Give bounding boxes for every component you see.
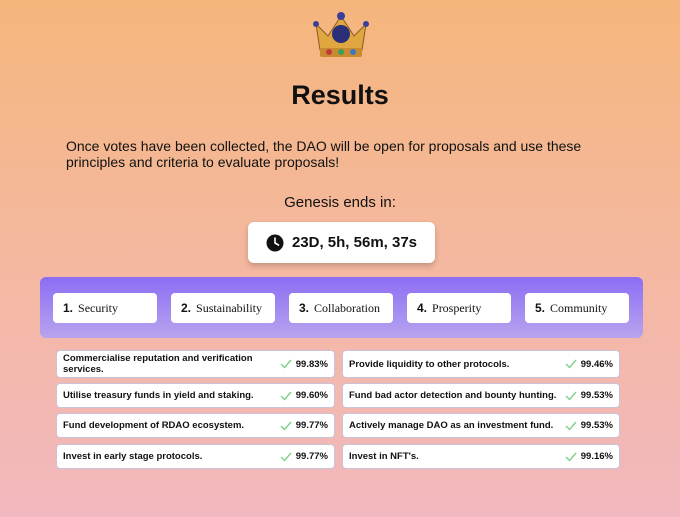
result-text: Actively manage DAO as an investment fun… <box>349 420 554 431</box>
result-text: Commercialise reputation and verificatio… <box>63 353 253 375</box>
principle-name: Security <box>78 300 119 315</box>
result-score: 99.16% <box>565 451 613 462</box>
principle-number: 1. <box>63 301 74 315</box>
result-score: 99.77% <box>280 451 328 462</box>
check-icon <box>280 391 292 401</box>
principle-number: 4. <box>417 301 428 315</box>
principle-number: 2. <box>181 301 192 315</box>
result-row: Actively manage DAO as an investment fun… <box>342 413 620 438</box>
countdown-label: Genesis ends in: <box>284 194 396 211</box>
check-icon <box>565 421 577 431</box>
result-text: Fund development of RDAO ecosystem. <box>63 420 245 431</box>
result-percent: 99.83% <box>295 358 328 370</box>
check-icon <box>280 359 292 369</box>
principle-number: 5. <box>535 301 546 315</box>
result-percent: 99.60% <box>295 390 328 401</box>
principle-name: Collaboration <box>314 300 381 315</box>
result-score: 99.46% <box>565 359 613 370</box>
countdown-box: 23D, 5h, 56m, 37s <box>248 222 435 263</box>
result-percent: 99.16% <box>580 451 613 462</box>
check-icon <box>280 452 292 462</box>
result-percent: 99.77% <box>295 420 328 431</box>
check-icon <box>565 391 577 401</box>
result-row: Fund development of RDAO ecosystem. 99.77… <box>56 413 335 438</box>
principle-name: Prosperity <box>432 300 482 315</box>
result-score: 99.83% <box>280 359 328 370</box>
check-icon <box>565 452 577 462</box>
result-row: Fund bad actor detection and bounty hunt… <box>342 383 620 408</box>
clock-icon <box>266 234 284 251</box>
principle-pill: 2. Sustainability <box>171 293 275 323</box>
principle-pill: 4. Prosperity <box>407 293 511 323</box>
result-percent: 99.53% <box>580 390 613 401</box>
result-score: 99.53% <box>565 390 613 401</box>
principle-name: Community <box>550 300 608 315</box>
result-text: Invest in NFT's. <box>349 451 419 462</box>
check-icon <box>280 421 292 431</box>
result-row: Invest in NFT's. 99.16% <box>342 444 620 469</box>
result-score: 99.77% <box>280 420 328 431</box>
principles-panel: 1. Security 2. Sustainability 3. Collaboratio… <box>40 277 643 338</box>
principle-pill: 5. Community <box>525 293 629 323</box>
result-percent: 99.77% <box>295 451 328 462</box>
result-score: 99.60% <box>280 390 328 401</box>
result-score: 99.53% <box>565 420 613 431</box>
crown-icon <box>313 12 369 57</box>
result-text: Utilise treasury funds in yield and stak… <box>63 390 254 401</box>
countdown-value: 23D, 5h, 56m, 37s <box>291 234 418 251</box>
result-row: Commercialise reputation and verificatio… <box>56 350 335 378</box>
result-percent: 99.53% <box>580 420 613 431</box>
result-row: Invest in early stage protocols. 99.77% <box>56 444 335 469</box>
description: Once votes have been collected, the DAO … <box>66 138 582 170</box>
result-text: Provide liquidity to other protocols. <box>349 358 510 370</box>
result-percent: 99.46% <box>580 358 613 370</box>
result-text: Fund bad actor detection and bounty hunt… <box>349 390 557 401</box>
principle-name: Sustainability <box>196 300 263 315</box>
principle-number: 3. <box>299 301 310 315</box>
result-text: Invest in early stage protocols. <box>63 451 203 462</box>
page-title: Results <box>291 80 389 110</box>
principle-pill: 3. Collaboration <box>289 293 393 323</box>
result-row: Provide liquidity to other protocols. 99.… <box>342 350 620 378</box>
result-row: Utilise treasury funds in yield and stak… <box>56 383 335 408</box>
check-icon <box>565 359 577 369</box>
principle-pill: 1. Security <box>53 293 157 323</box>
